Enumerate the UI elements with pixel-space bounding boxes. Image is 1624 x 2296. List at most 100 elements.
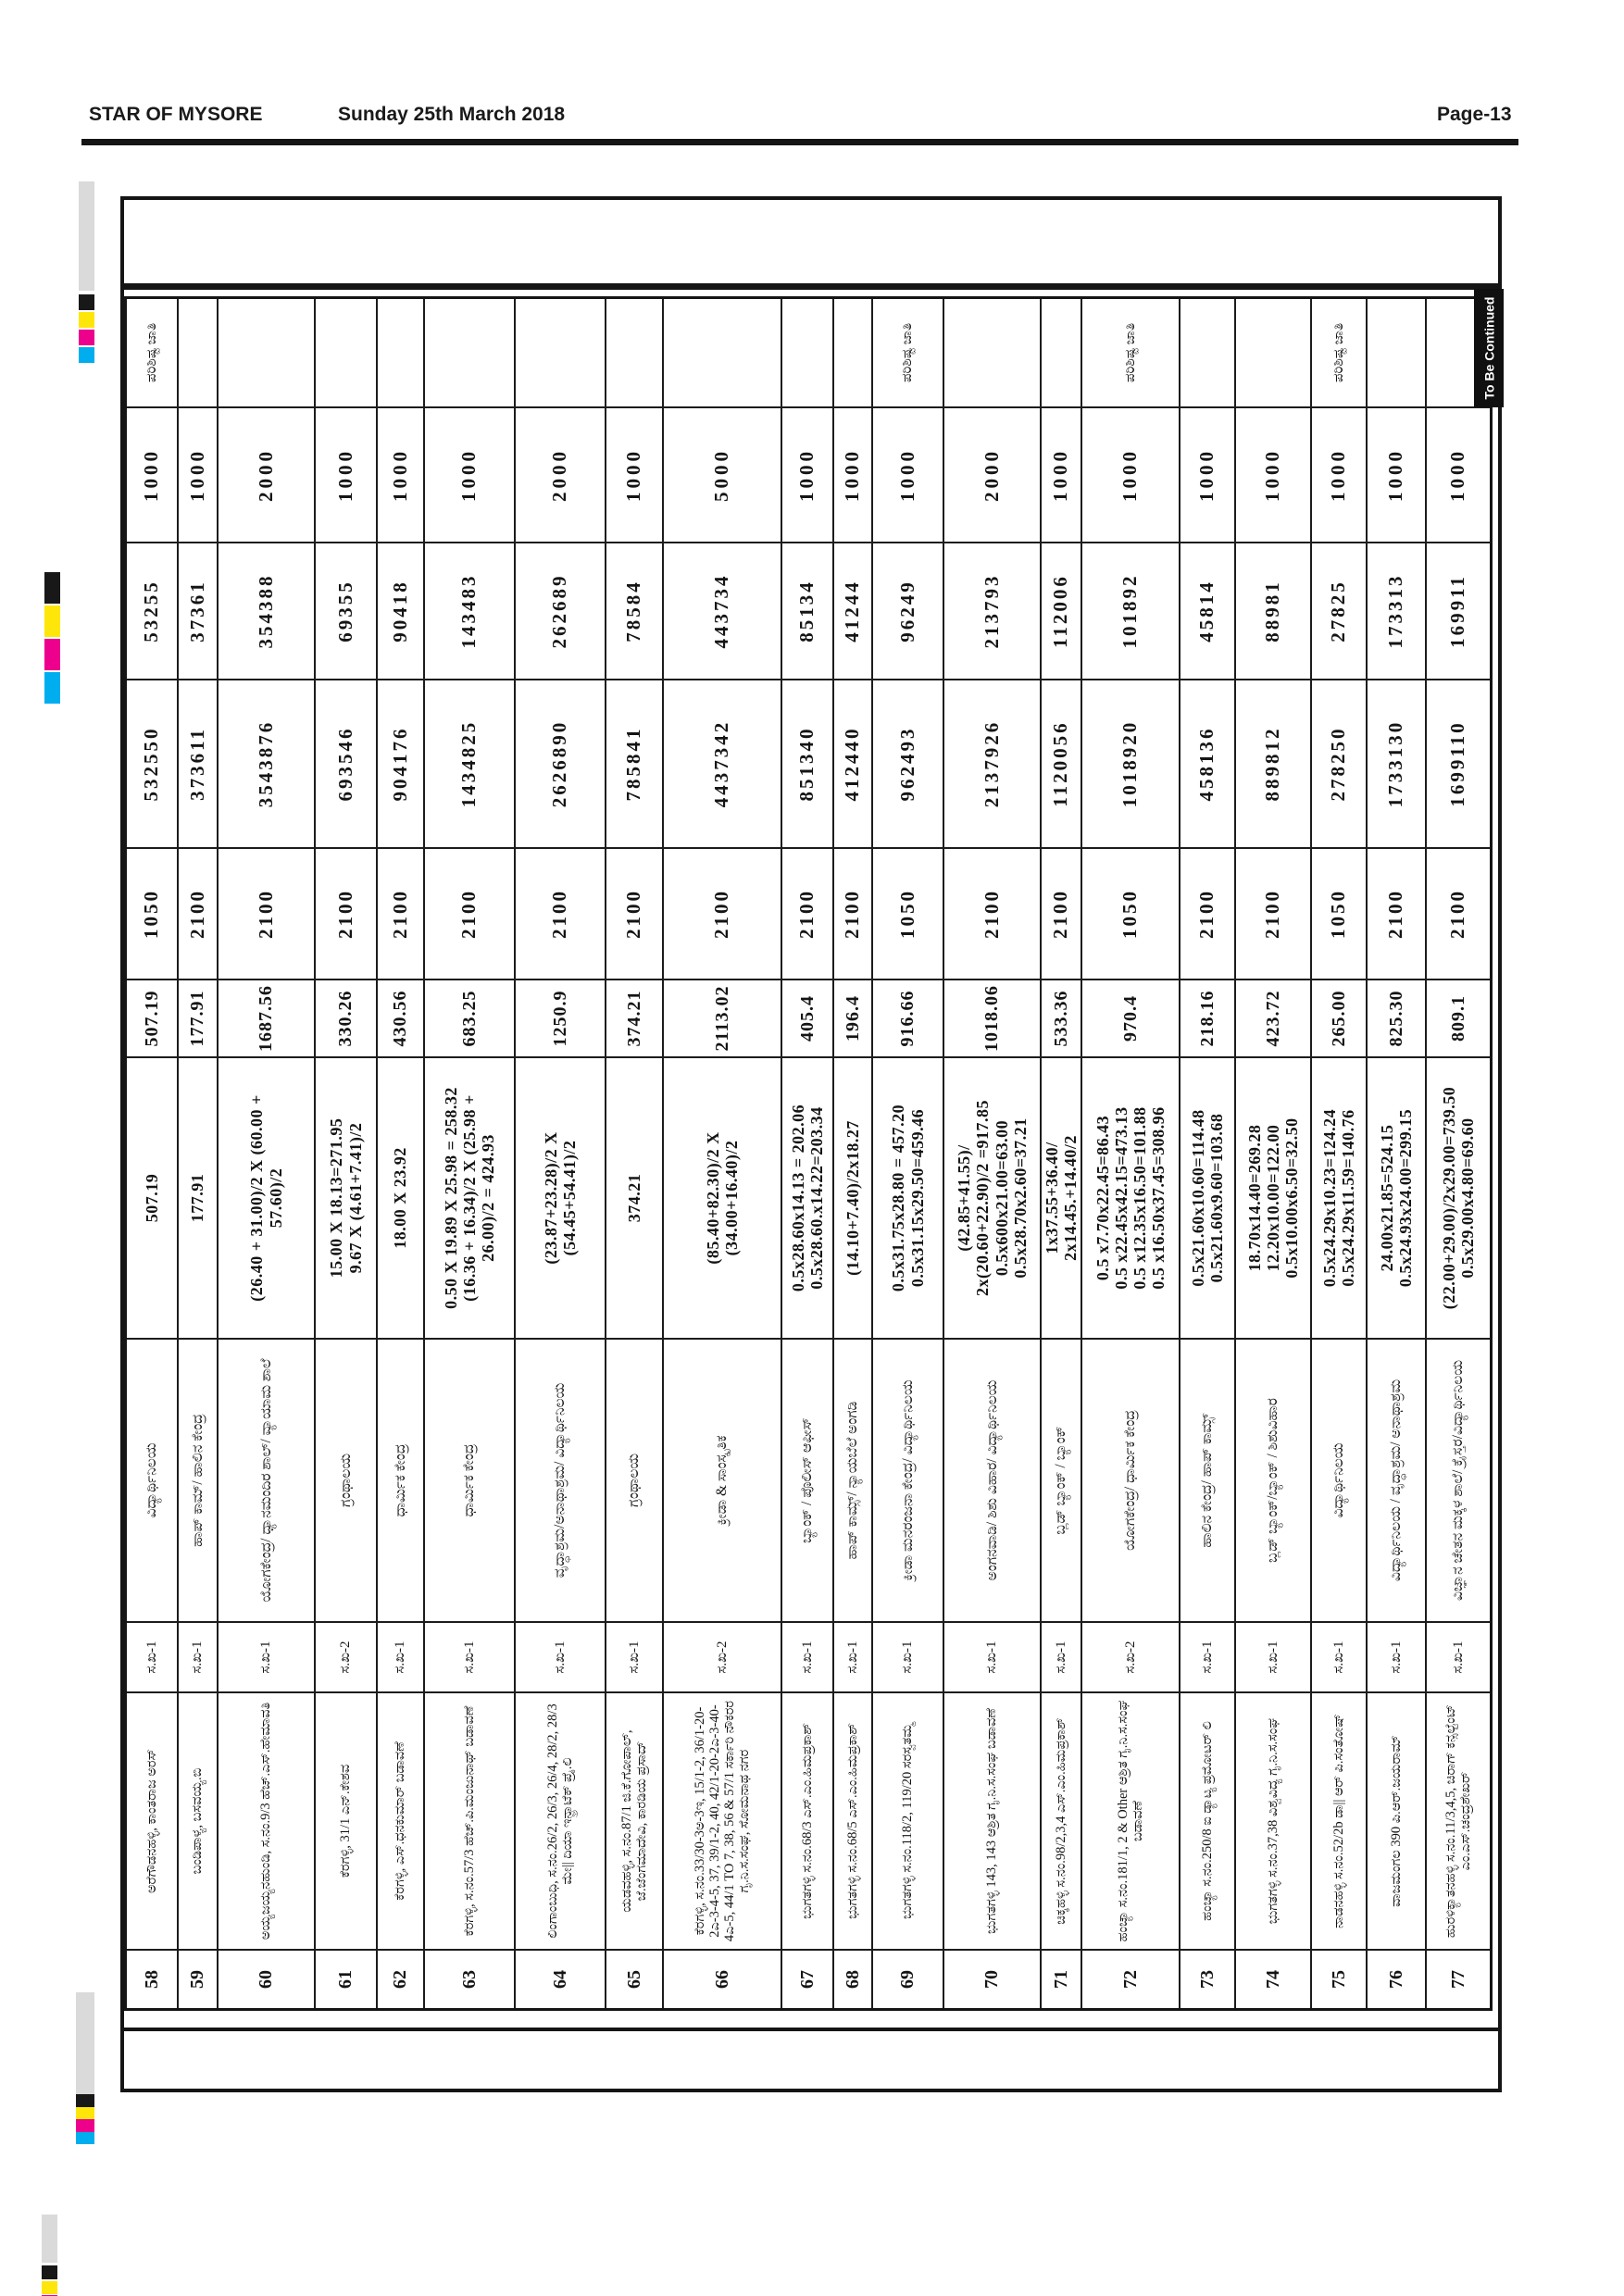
area-cell: 177.91 bbox=[179, 979, 217, 1056]
code-cell: ಸ.ಖ-1 bbox=[127, 1621, 177, 1691]
table-row: 69 ಭುಗತಗಳ್ಳಿ ಸ.ನಂ.118/2, 119/20 ಸರಸ್ವತಮ್… bbox=[873, 299, 944, 2008]
category-cell: ಅಂಗನವಾಡಿ/ ಶಿಶು ವಿಹಾರ/ ವಿದ್ಯಾರ್ಥಿನಿಲಯ bbox=[944, 1338, 1040, 1621]
code-cell: ಸ.ಖ-1 bbox=[1427, 1621, 1490, 1691]
table-row: 75 ನಾಡನಹಳ್ಳಿ ಸ.ನಂ.52/2b ಡಾ|| ಆರ್ ಪಿ.ಸಂತೋ… bbox=[1312, 299, 1368, 2008]
category-cell: ಕ್ರೀಡಾ ಮನರಂಜನಾ ಕೇಂದ್ರ/ ವಿದ್ಯಾರ್ಥಿನಿಲಯ bbox=[873, 1338, 943, 1621]
to-be-continued-label: To Be Continued bbox=[1474, 289, 1504, 407]
measurement-calculation-cell: 0.50 X 19.89 X 25.98 = 258.32 (16.36 + 16… bbox=[425, 1056, 514, 1338]
measurement-calculation-cell: 18.70x14.40=269.28 12.20x10.00=122.00 0.5x… bbox=[1236, 1056, 1310, 1338]
serial-number-cell: 71 bbox=[1042, 1949, 1081, 2008]
amount-tenth-cell: 169911 bbox=[1427, 542, 1490, 679]
registration-square-yellow-corner bbox=[42, 2281, 57, 2294]
amount-cell: 1434825 bbox=[425, 679, 514, 847]
registration-square-cyan-top bbox=[79, 347, 94, 363]
page-number: Page-13 bbox=[1437, 104, 1512, 125]
description-cell: ಅರೆಗೌಡನಹಳ್ಳಿ, ಕಾಂತರಾಜ ಅರಸ್ bbox=[127, 1691, 177, 1949]
fee-cell: 1000 bbox=[1236, 406, 1310, 542]
serial-number-cell: 73 bbox=[1181, 1949, 1234, 2008]
amount-cell: 904176 bbox=[378, 679, 423, 847]
serial-number-cell: 64 bbox=[516, 1949, 605, 2008]
description-cell: ಚಿಕ್ಕಹಳ್ಳಿ ಸ.ನಂ.98/2,3,4 ಎಸ್.ಎಂ.ಹಿಮಪ್ರಕಾ… bbox=[1042, 1691, 1081, 1949]
remark-cell bbox=[782, 299, 832, 406]
code-cell: ಸ.ಖ-2 bbox=[316, 1621, 376, 1691]
category-cell: ಗ್ರಂಥಾಲಯ bbox=[316, 1338, 376, 1621]
remark-cell bbox=[664, 299, 781, 406]
description-cell: ಕೆರಗಳ್ಳಿ, 31/1 ಎನ್.ಕೇಶವ bbox=[316, 1691, 376, 1949]
measurement-calculation-cell: 0.5x21.60x10.60=114.48 0.5x21.60x9.60=103… bbox=[1181, 1056, 1234, 1338]
fee-cell: 1000 bbox=[834, 406, 871, 542]
category-cell: ಬ್ಯಾಂಕ್ / ಪೊಲೀಸ್ ಆಫೀಸ್ bbox=[782, 1338, 832, 1621]
rate-cell: 2100 bbox=[1181, 847, 1234, 979]
measurement-calculation-cell: 18.00 X 23.92 bbox=[378, 1056, 423, 1338]
table-row: 64 ಲಿಂಗಾಂಬುಧಿ, ಸ.ನಂ.26/2, 26/3, 26/4, 28… bbox=[516, 299, 606, 2008]
serial-number-cell: 66 bbox=[664, 1949, 781, 2008]
measurement-calculation-cell: 0.5 x7.70x22.45=86.43 0.5 x22.45x42.15=47… bbox=[1082, 1056, 1179, 1338]
measurement-calculation-cell: (14.10+7.40)/2x18.27 bbox=[834, 1056, 871, 1338]
remark-cell: ಪರಿಶಿಷ್ಟ ಜಾತಿ bbox=[144, 322, 159, 383]
table-row: 72 ಹಂಚ್ಯಾ ಸ.ನಂ.181/1, 2 & Other ಆಶ್ರಿತ ಗ… bbox=[1082, 299, 1181, 2008]
notice-table: 58 ಅರೆಗೌಡನಹಳ್ಳಿ, ಕಾಂತರಾಜ ಅರಸ್ ಸ.ಖ-1 ವಿದ್… bbox=[124, 296, 1493, 2011]
rate-cell: 2100 bbox=[782, 847, 832, 979]
measurement-calculation-cell: (26.40 + 31.00)/2 X (60.00 +57.60)/2 bbox=[219, 1056, 314, 1338]
serial-number-cell: 69 bbox=[873, 1949, 943, 2008]
registration-square-cyan-mid bbox=[44, 672, 60, 704]
amount-tenth-cell: 354388 bbox=[219, 542, 314, 679]
code-cell: ಸ.ಖ-2 bbox=[664, 1621, 781, 1691]
serial-number-cell: 62 bbox=[378, 1949, 423, 2008]
table-row: 63 ಕೆರಗಳ್ಳಿ, ಸ.ನಂ.57/3 ಹೆಚ್.ಪಿ.ಮಂಜುನಾಥ್ … bbox=[425, 299, 516, 2008]
serial-number-cell: 65 bbox=[606, 1949, 662, 2008]
table-row: 60 ಅಯ್ಯಜಯ್ಯನಹುಂಡಿ, ಸ.ನಂ.9/3 ಹೆಚ್.ಎಸ್.ಹೇಮ… bbox=[219, 299, 316, 2008]
rate-cell: 1050 bbox=[1312, 847, 1366, 979]
table-bottom-rule bbox=[124, 2028, 1498, 2031]
serial-number-cell: 61 bbox=[316, 1949, 376, 2008]
rate-cell: 2100 bbox=[179, 847, 217, 979]
serial-number-cell: 58 bbox=[127, 1949, 177, 2008]
code-cell: ಸ.ಖ-1 bbox=[179, 1621, 217, 1691]
category-cell: ಹಾಪ್ ಕಾಮ್ಸ್/ ನ್ಯಾಯಬೆಲೆ ಅಂಗಡಿ bbox=[834, 1338, 871, 1621]
category-cell: ಗ್ರಂಥಾಲಯ bbox=[606, 1338, 662, 1621]
fee-cell: 1000 bbox=[606, 406, 662, 542]
amount-cell: 1699110 bbox=[1427, 679, 1490, 847]
remark-cell: ಪರಿಶಿಷ್ಟ ಜಾತಿ bbox=[1122, 322, 1138, 383]
serial-number-cell: 67 bbox=[782, 1949, 832, 2008]
registration-bar-gray-top bbox=[79, 181, 94, 291]
code-cell: ಸ.ಖ-1 bbox=[1236, 1621, 1310, 1691]
description-cell: ಹಂಚ್ಯಾ ಸ.ನಂ.250/8 ಐ ಡ್ಯಾಟ್ಯ ಪ್ರಮೋಟರ್ ಲಿ bbox=[1181, 1691, 1234, 1949]
amount-cell: 1733130 bbox=[1368, 679, 1425, 847]
registration-square-magenta-mid bbox=[44, 639, 60, 670]
code-cell: ಸ.ಖ-1 bbox=[1312, 1621, 1366, 1691]
remark-cell bbox=[944, 299, 1040, 406]
rate-cell: 1050 bbox=[127, 847, 177, 979]
amount-tenth-cell: 41244 bbox=[834, 542, 871, 679]
notice-table-box: To Be Continued 58 ಅರೆಗೌಡನಹಳ್ಳಿ, ಕಾಂತರಾಜ… bbox=[120, 196, 1504, 2092]
description-cell: ವಾಜಮಂಗಲ 390 ಪಿ.ಆರ್.ಜಯರಾಮ್ bbox=[1368, 1691, 1425, 1949]
serial-number-cell: 68 bbox=[834, 1949, 871, 2008]
area-cell: 1687.56 bbox=[219, 979, 314, 1056]
rotated-grid-area: 58 ಅರೆಗೌಡನಹಳ್ಳಿ, ಕಾಂತರಾಜ ಅರಸ್ ಸ.ಖ-1 ವಿದ್… bbox=[124, 296, 1493, 2011]
table-row: 61 ಕೆರಗಳ್ಳಿ, 31/1 ಎನ್.ಕೇಶವ ಸ.ಖ-2 ಗ್ರಂಥಾಲ… bbox=[316, 299, 378, 2008]
area-cell: 374.21 bbox=[606, 979, 662, 1056]
registration-square-magenta-bottom bbox=[76, 2119, 94, 2132]
amount-cell: 3543876 bbox=[219, 679, 314, 847]
table-row: 70 ಭುಗತಗಳ್ಳಿ 143, 143 ಆಶ್ರಿತ ಗೃ.ನಿ.ಸ.ಸಂಘ… bbox=[944, 299, 1042, 2008]
code-cell: ಸ.ಖ-1 bbox=[516, 1621, 605, 1691]
fee-cell: 5000 bbox=[664, 406, 781, 542]
registration-square-cyan-bottom bbox=[76, 2132, 94, 2144]
amount-cell: 785841 bbox=[606, 679, 662, 847]
description-cell: ಹಂಚ್ಯಾ ಸ.ನಂ.181/1, 2 & Other ಆಶ್ರಿತ ಗೃ.ನ… bbox=[1082, 1691, 1179, 1949]
fee-cell: 1000 bbox=[1312, 406, 1366, 542]
remark-cell bbox=[219, 299, 314, 406]
fee-cell: 1000 bbox=[378, 406, 423, 542]
amount-tenth-cell: 85134 bbox=[782, 542, 832, 679]
amount-tenth-cell: 101892 bbox=[1082, 542, 1179, 679]
area-cell: 330.26 bbox=[316, 979, 376, 1056]
remark-cell: ಪರಿಶಿಷ್ಟ ಜಾತಿ bbox=[900, 322, 916, 383]
serial-number-cell: 63 bbox=[425, 1949, 514, 2008]
area-cell: 916.66 bbox=[873, 979, 943, 1056]
description-cell: ಭುಗತಗಳ್ಳಿ ಸ.ನಂ.68/3 ಎಸ್.ಎಂ.ಹಿಮಪ್ರಕಾಶ್ bbox=[782, 1691, 832, 1949]
area-cell: 218.16 bbox=[1181, 979, 1234, 1056]
measurement-calculation-cell: 0.5x24.29x10.23=124.24 0.5x24.29x11.59=14… bbox=[1312, 1056, 1366, 1338]
table-row: 74 ಭುಗತಗಳ್ಳಿ ಸ.ನಂ.37,38 ವಿಶ್ವವಿದ್ಯ ಗೃ.ನಿ… bbox=[1236, 299, 1312, 2008]
description-cell: ಅಯ್ಯಜಯ್ಯನಹುಂಡಿ, ಸ.ನಂ.9/3 ಹೆಚ್.ಎಸ್.ಹೇಮಾವತ… bbox=[219, 1691, 314, 1949]
